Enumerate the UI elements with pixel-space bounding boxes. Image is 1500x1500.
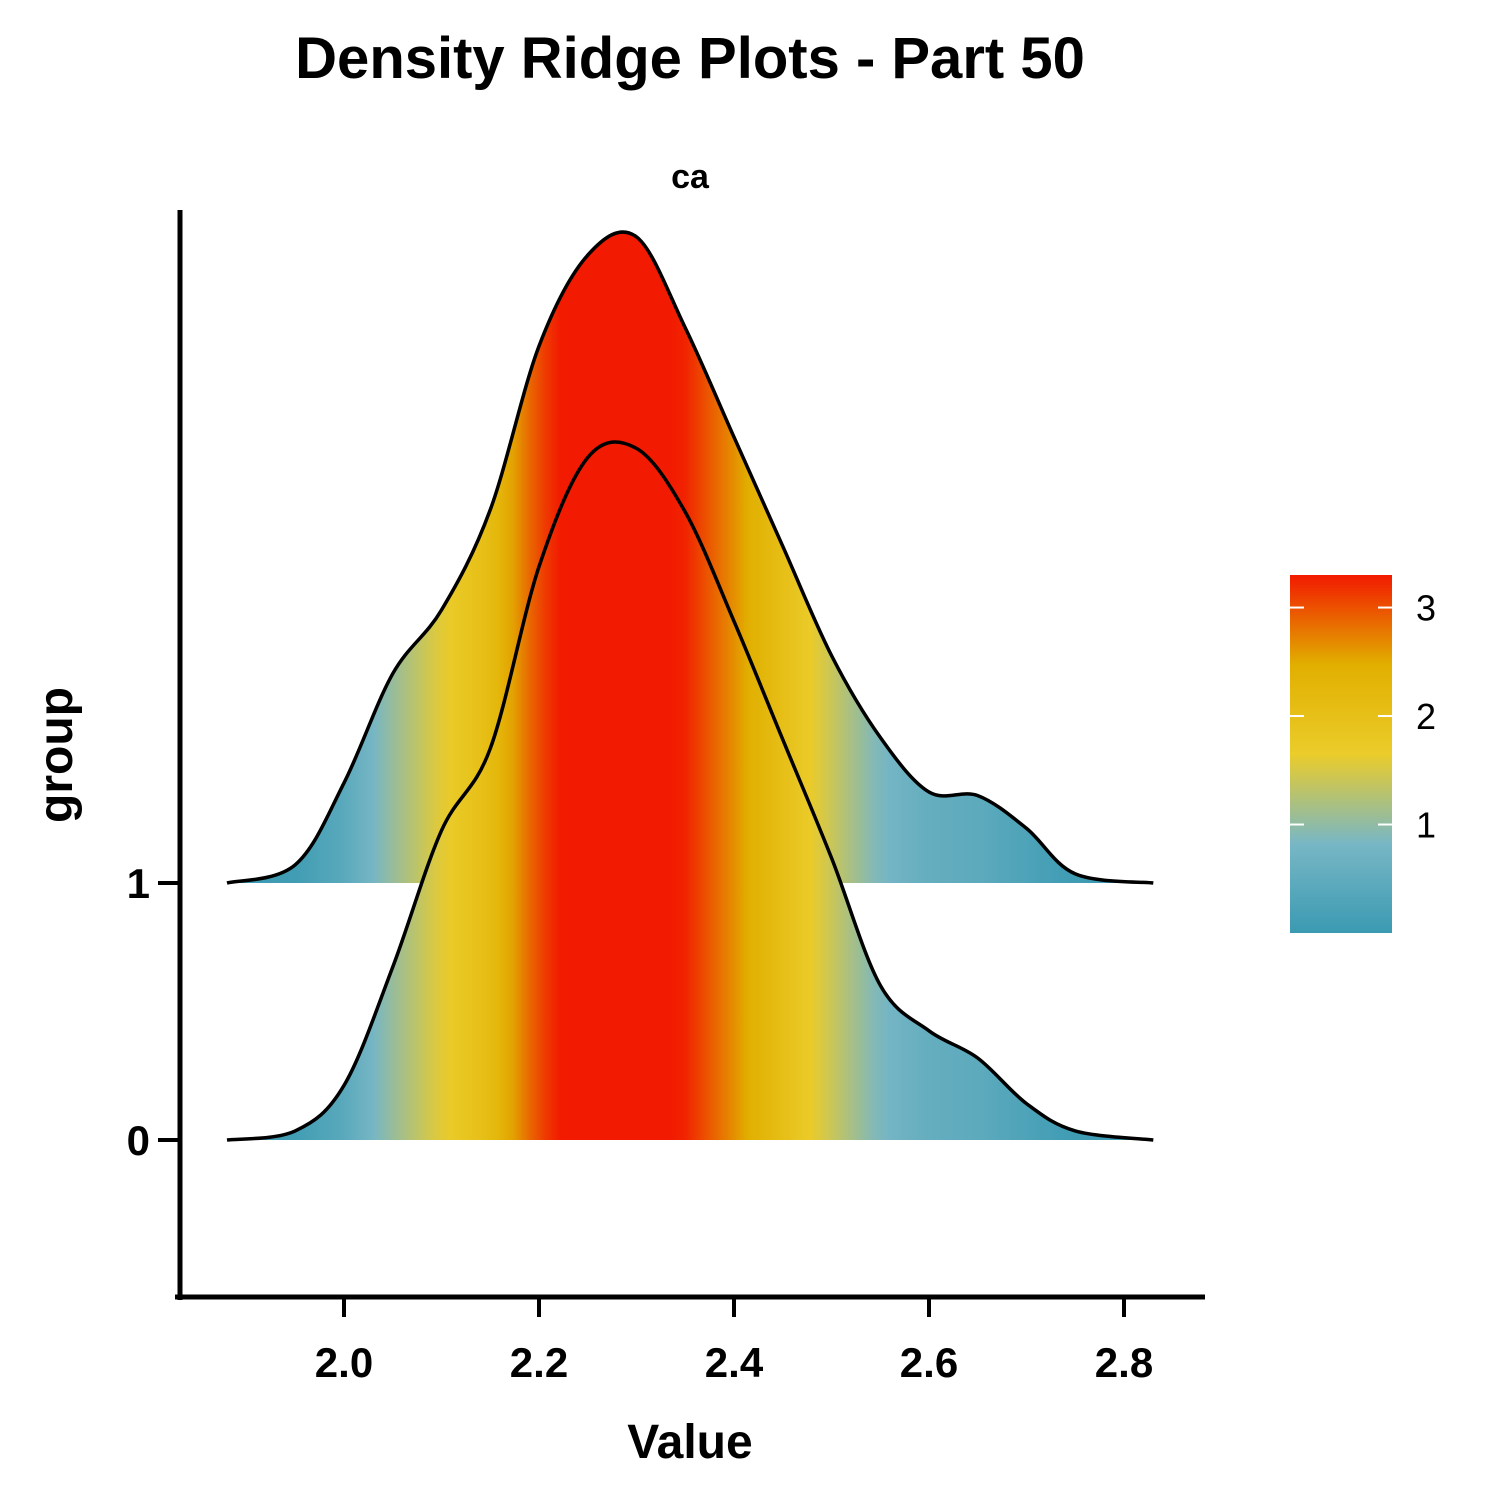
x-tick-label: 2.2 <box>510 1339 568 1386</box>
x-tick-label: 2.8 <box>1095 1339 1153 1386</box>
ridges <box>226 230 1154 1142</box>
legend-label: 3 <box>1416 588 1436 629</box>
x-tick-label: 2.4 <box>705 1339 764 1386</box>
legend-colorbar <box>1290 575 1392 933</box>
legend-label: 2 <box>1416 696 1436 737</box>
x-tick-label: 2.6 <box>900 1339 958 1386</box>
facet-label: ca <box>671 158 710 196</box>
y-axis-ticks: 01 <box>127 860 180 1164</box>
ridge-line-1 <box>226 230 1154 885</box>
ridge-group-0 <box>226 440 1154 1142</box>
color-legend: 1 2 3 <box>1290 575 1436 933</box>
y-tick-label: 0 <box>127 1117 150 1164</box>
ridge-fill-0 <box>227 441 1154 1140</box>
ridge-line-0 <box>226 440 1154 1142</box>
y-axis-title: group <box>30 687 83 823</box>
legend-label: 1 <box>1416 805 1436 846</box>
x-axis-ticks: 2.0 2.2 2.4 2.6 2.8 <box>315 1297 1153 1386</box>
x-tick-label: 2.0 <box>315 1339 373 1386</box>
x-axis-title: Value <box>627 1416 752 1469</box>
chart-title: Density Ridge Plots - Part 50 <box>295 26 1085 91</box>
y-tick-label: 1 <box>127 860 150 907</box>
